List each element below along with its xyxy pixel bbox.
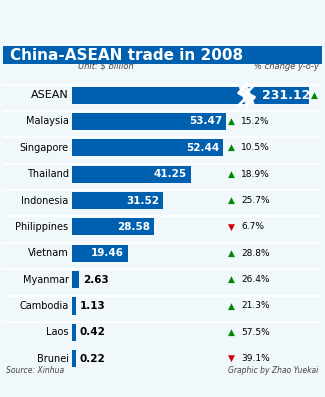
FancyBboxPatch shape <box>72 218 154 235</box>
Text: 10.5%: 10.5% <box>241 143 270 152</box>
FancyBboxPatch shape <box>72 87 309 104</box>
Text: 39.1%: 39.1% <box>241 354 270 363</box>
Text: 53.47: 53.47 <box>189 116 222 127</box>
Text: China-ASEAN trade in 2008: China-ASEAN trade in 2008 <box>10 48 243 62</box>
Text: ▲: ▲ <box>228 143 235 152</box>
Text: Brunei: Brunei <box>36 354 69 364</box>
Text: 15.2%: 15.2% <box>241 117 270 126</box>
Text: ▲: ▲ <box>228 301 235 310</box>
Text: 0.22: 0.22 <box>79 354 105 364</box>
Text: Singapore: Singapore <box>20 143 69 153</box>
Text: Graphic by Zhao Yuekai: Graphic by Zhao Yuekai <box>228 366 318 375</box>
Text: 14.0%: 14.0% <box>324 91 325 100</box>
Text: 1.13: 1.13 <box>79 301 105 311</box>
FancyBboxPatch shape <box>72 166 191 183</box>
Text: 57.5%: 57.5% <box>241 328 270 337</box>
Text: Malaysia: Malaysia <box>26 116 69 127</box>
Text: 28.8%: 28.8% <box>241 249 270 258</box>
Text: ▲: ▲ <box>311 91 318 100</box>
FancyBboxPatch shape <box>3 46 322 64</box>
Text: ▲: ▲ <box>228 249 235 258</box>
Text: ASEAN: ASEAN <box>31 90 69 100</box>
Text: 19.46: 19.46 <box>91 248 124 258</box>
Text: ▲: ▲ <box>228 170 235 179</box>
FancyBboxPatch shape <box>72 245 128 262</box>
Text: Vietnam: Vietnam <box>28 248 69 258</box>
FancyBboxPatch shape <box>72 350 75 367</box>
Text: 2.63: 2.63 <box>83 275 109 285</box>
Text: Cambodia: Cambodia <box>19 301 69 311</box>
Text: ▲: ▲ <box>228 117 235 126</box>
Text: 41.25: 41.25 <box>154 169 187 179</box>
Text: Philippines: Philippines <box>15 222 69 232</box>
Text: 21.3%: 21.3% <box>241 301 270 310</box>
FancyBboxPatch shape <box>72 139 223 156</box>
Text: Source: Xinhua: Source: Xinhua <box>6 366 65 375</box>
Text: 26.4%: 26.4% <box>241 275 270 284</box>
Text: Unit: $ billion: Unit: $ billion <box>78 62 134 71</box>
Text: ▲: ▲ <box>228 328 235 337</box>
Text: ▼: ▼ <box>228 222 235 231</box>
FancyBboxPatch shape <box>72 324 75 341</box>
Text: Thailand: Thailand <box>27 169 69 179</box>
Text: 6.7%: 6.7% <box>241 222 264 231</box>
Text: 31.52: 31.52 <box>126 196 159 206</box>
Text: ▲: ▲ <box>228 275 235 284</box>
Text: ▼: ▼ <box>228 354 235 363</box>
Polygon shape <box>239 85 254 106</box>
Text: 231.12: 231.12 <box>262 89 310 102</box>
Text: 18.9%: 18.9% <box>241 170 270 179</box>
Text: Myanmar: Myanmar <box>22 275 69 285</box>
Text: Indonesia: Indonesia <box>21 196 69 206</box>
FancyBboxPatch shape <box>72 271 79 288</box>
Text: 25.7%: 25.7% <box>241 196 270 205</box>
Text: Laos: Laos <box>46 328 69 337</box>
FancyBboxPatch shape <box>72 297 75 314</box>
FancyBboxPatch shape <box>72 113 226 130</box>
FancyBboxPatch shape <box>72 192 163 209</box>
Text: ▲: ▲ <box>228 196 235 205</box>
Text: 52.44: 52.44 <box>186 143 219 153</box>
Text: % change y-o-y: % change y-o-y <box>254 62 318 71</box>
Text: 28.58: 28.58 <box>117 222 150 232</box>
Text: 0.42: 0.42 <box>79 328 105 337</box>
